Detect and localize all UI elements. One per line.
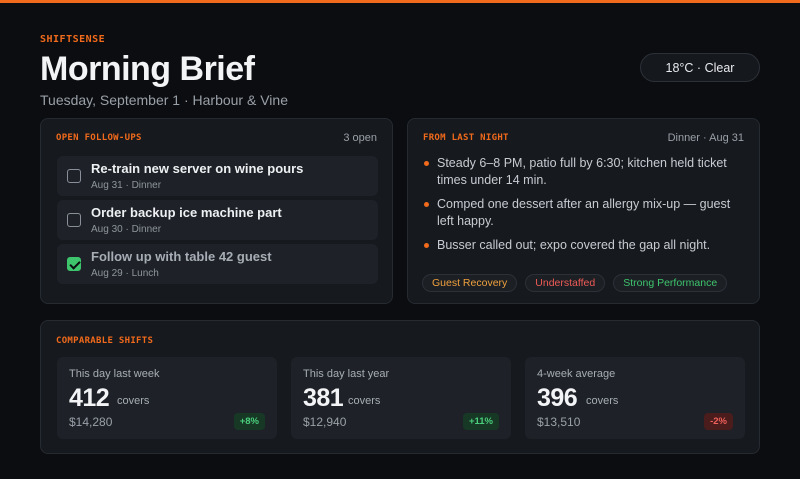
weather-pill[interactable]: 18°C · Clear [640, 53, 760, 82]
followups-count: 3 open [343, 132, 377, 144]
followup-title: Re-train new server on wine pours [91, 161, 304, 176]
stat-card-last-year[interactable]: This day last year 381 covers $12,940 +1… [291, 357, 511, 439]
tag-guest-recovery[interactable]: Guest Recovery [422, 274, 518, 292]
stat-revenue: $14,280 [69, 415, 113, 429]
stat-revenue: $12,940 [303, 415, 347, 429]
followup-title: Follow up with table 42 guest [91, 249, 272, 264]
delta-badge: -2% [704, 413, 733, 430]
delta-badge: +11% [462, 413, 499, 430]
stat-label: 4-week average [537, 368, 616, 380]
stat-card-last-week[interactable]: This day last week 412 covers $14,280 +8… [57, 357, 277, 439]
stat-card-4-week-average[interactable]: 4-week average 396 covers $13,510 -2% [525, 357, 745, 439]
shift-note: Steady 6–8 PM, patio full by 6:30; kitch… [424, 155, 749, 189]
shift-note: Busser called out; expo covered the gap … [424, 237, 749, 254]
shift-note: Comped one dessert after an allergy mix-… [424, 196, 749, 230]
followup-item[interactable]: Follow up with table 42 guest Aug 29 · L… [57, 244, 378, 284]
tag-strong-performance[interactable]: Strong Performance [613, 274, 728, 292]
last-night-label: FROM LAST NIGHT [423, 133, 509, 143]
shift-notes-list: Steady 6–8 PM, patio full by 6:30; kitch… [424, 155, 749, 261]
stat-value: 381 [303, 384, 344, 412]
comparable-label: COMPARABLE SHIFTS [56, 336, 154, 346]
stat-unit: covers [117, 395, 150, 407]
followup-item[interactable]: Order backup ice machine part Aug 30 · D… [57, 200, 378, 240]
followup-title: Order backup ice machine part [91, 205, 282, 220]
followups-card: OPEN FOLLOW-UPS 3 open Re-train new serv… [40, 118, 393, 304]
stat-unit: covers [586, 395, 619, 407]
page-subtitle: Tuesday, September 1 · Harbour & Vine [40, 92, 288, 108]
page-title: Morning Brief [40, 50, 255, 88]
last-night-card: FROM LAST NIGHT Dinner · Aug 31 Steady 6… [407, 118, 760, 304]
stat-unit: covers [348, 395, 381, 407]
accent-top-bar [0, 0, 800, 3]
stat-value: 396 [537, 384, 578, 412]
comparable-shifts-card: COMPARABLE SHIFTS This day last week 412… [40, 320, 760, 454]
checkbox[interactable] [67, 169, 81, 183]
followup-item[interactable]: Re-train new server on wine pours Aug 31… [57, 156, 378, 196]
followup-meta: Aug 29 · Lunch [91, 268, 159, 279]
last-night-meta: Dinner · Aug 31 [667, 132, 744, 144]
checkbox[interactable] [67, 213, 81, 227]
followups-label: OPEN FOLLOW-UPS [56, 133, 142, 143]
stat-label: This day last week [69, 368, 160, 380]
tag-understaffed[interactable]: Understaffed [525, 274, 606, 292]
stat-label: This day last year [303, 368, 390, 380]
stat-value: 412 [69, 384, 110, 412]
tag-list: Guest Recovery Understaffed Strong Perfo… [422, 274, 728, 292]
followup-meta: Aug 30 · Dinner [91, 224, 162, 235]
stat-revenue: $13,510 [537, 415, 581, 429]
followup-meta: Aug 31 · Dinner [91, 180, 162, 191]
checkbox-checked[interactable] [67, 257, 81, 271]
brand-label: SHIFTSENSE [40, 34, 106, 45]
delta-badge: +8% [233, 413, 265, 430]
